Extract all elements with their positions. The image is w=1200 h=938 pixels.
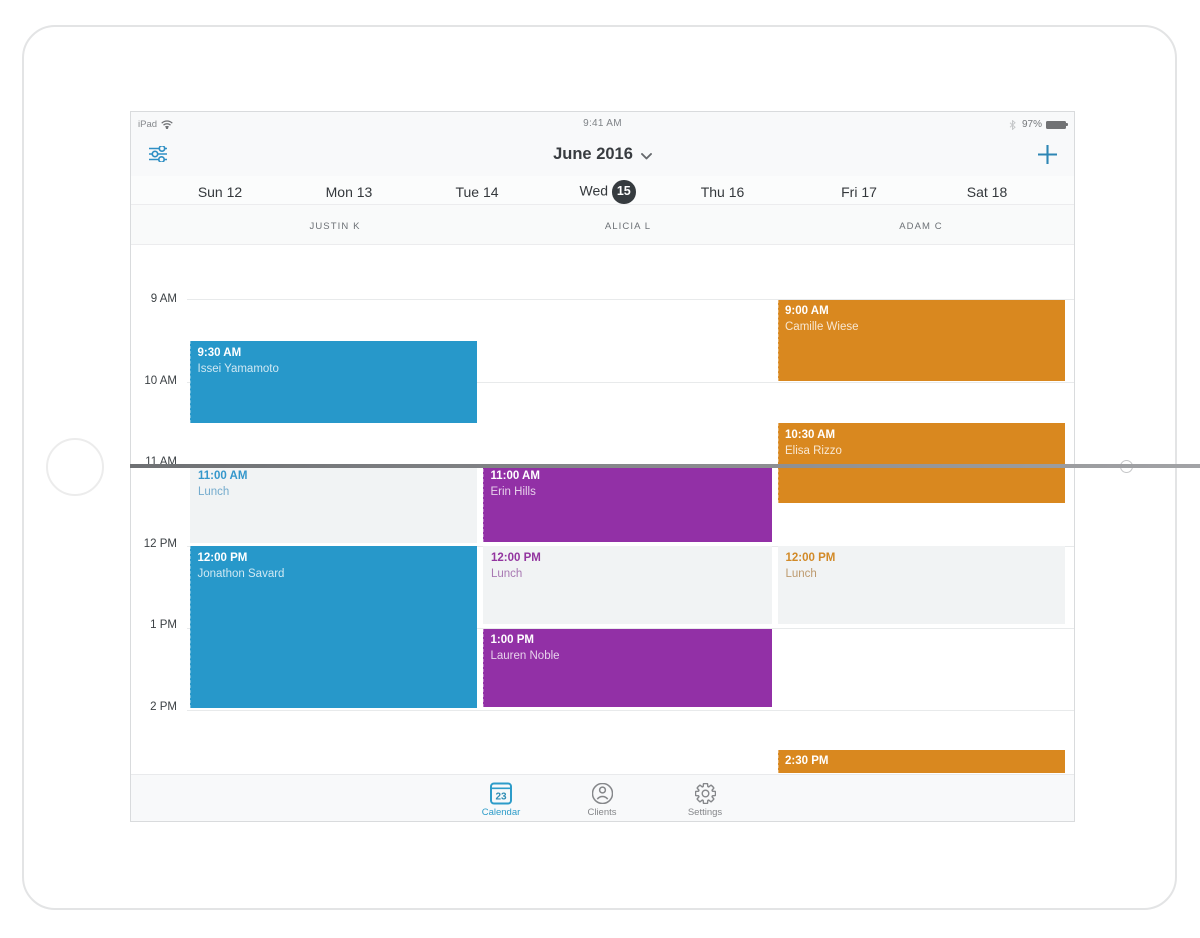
svg-text:23: 23 xyxy=(495,792,507,803)
